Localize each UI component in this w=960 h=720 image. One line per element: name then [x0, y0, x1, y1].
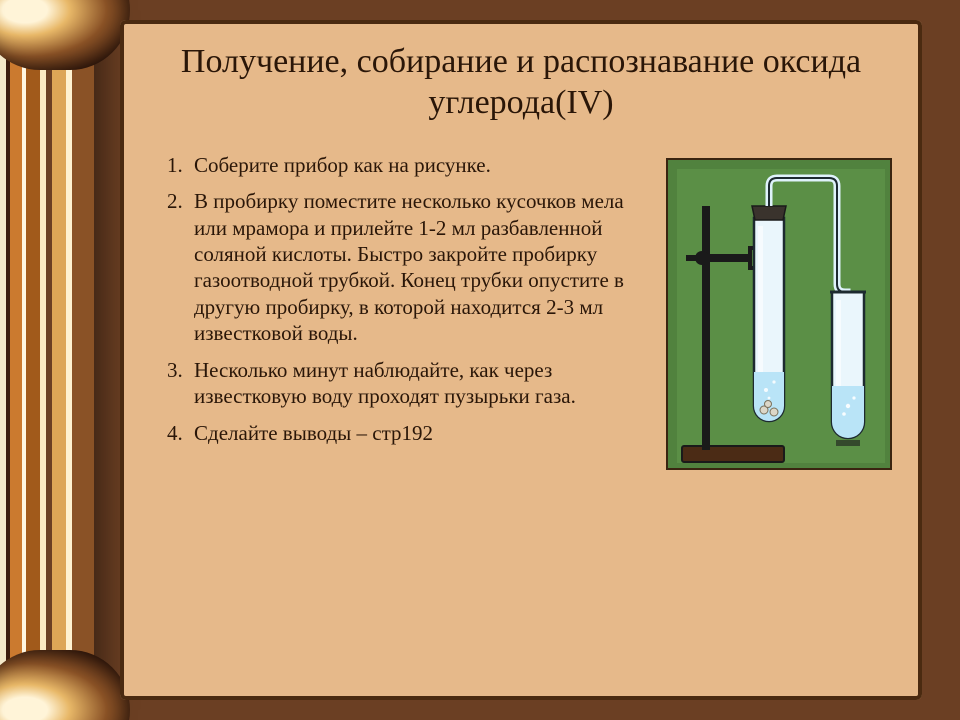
apparatus-svg — [668, 160, 892, 470]
figure-column — [666, 158, 892, 470]
left-decorative-strip — [0, 0, 94, 720]
steps-column: Соберите прибор как на рисунке. В пробир… — [150, 152, 648, 457]
stopper-icon — [752, 206, 786, 220]
step-item: Соберите прибор как на рисунке. — [188, 152, 648, 178]
right-test-tube-icon — [830, 292, 866, 438]
apparatus-figure — [666, 158, 892, 470]
step-item: Несколько минут наблюдайте, как через из… — [188, 357, 648, 410]
stage: Получение, собирание и распознавание окс… — [0, 0, 960, 720]
slide-title: Получение, собирание и распознавание окс… — [150, 42, 892, 124]
slide-content: Получение, собирание и распознавание окс… — [120, 20, 922, 700]
step-item: Сделайте выводы – стр192 — [188, 420, 648, 446]
steps-list: Соберите прибор как на рисунке. В пробир… — [150, 152, 648, 447]
slide-body: Соберите прибор как на рисунке. В пробир… — [150, 152, 892, 470]
step-item: В пробирку поместите несколько кусочков … — [188, 188, 648, 347]
left-test-tube-icon — [754, 218, 784, 421]
